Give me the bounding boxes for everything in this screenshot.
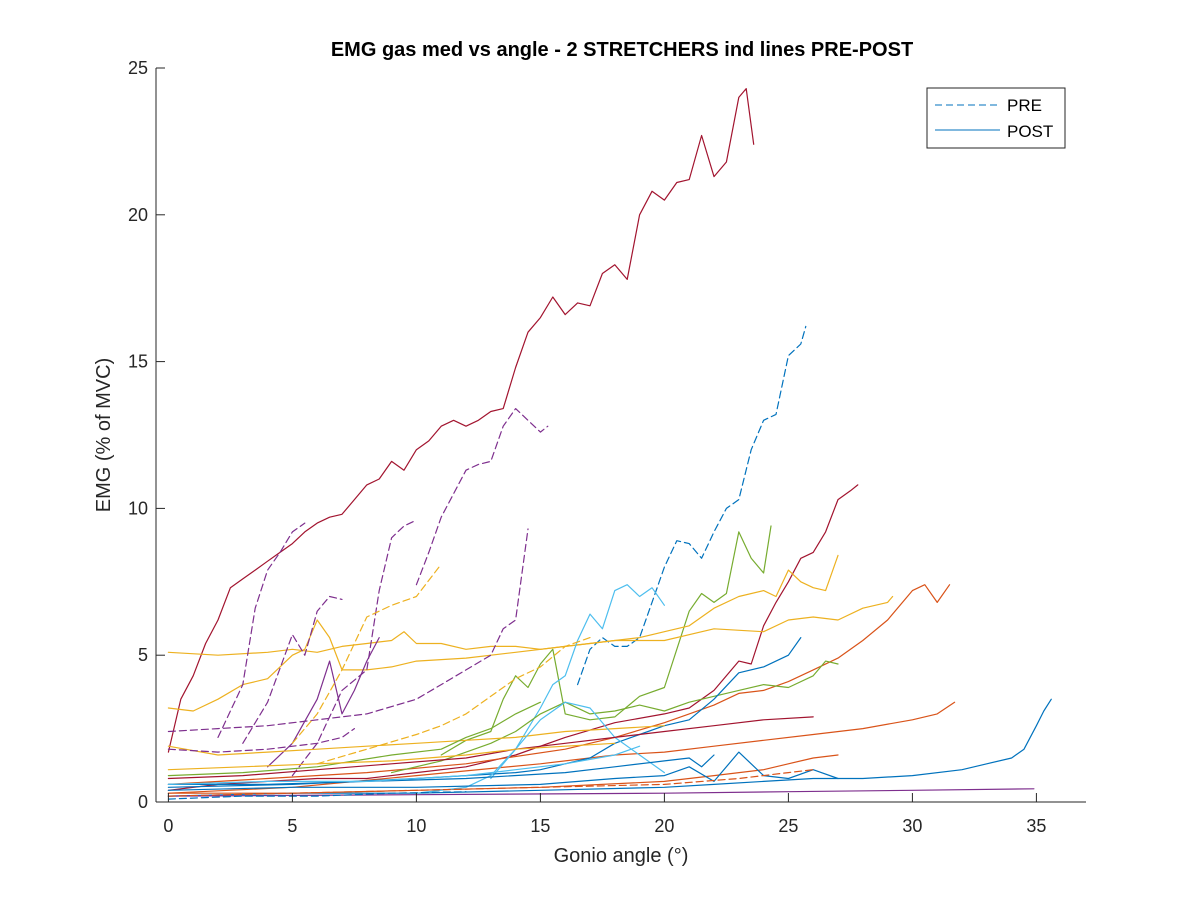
series-line-13: [291, 519, 417, 777]
series-line-11: [217, 522, 306, 738]
x-tick-label: 35: [1026, 816, 1046, 836]
x-tick-label: 30: [902, 816, 922, 836]
y-tick-label: 5: [138, 645, 148, 665]
series-line-12: [242, 595, 343, 744]
x-tick-label: 10: [406, 816, 426, 836]
series-line-27: [167, 751, 839, 791]
series-line-15: [291, 563, 442, 744]
series-line-24: [415, 701, 665, 794]
y-tick-label: 15: [128, 352, 148, 372]
series-line-21: [167, 754, 839, 794]
series-line-25: [167, 754, 715, 785]
y-tick-label: 20: [128, 205, 148, 225]
series-line-10: [167, 528, 529, 733]
series-line-0: [167, 88, 755, 753]
y-tick-label: 0: [138, 792, 148, 812]
x-axis-label: Gonio angle (°): [554, 845, 689, 867]
series-line-30: [167, 791, 467, 800]
y-tick-label: 25: [128, 58, 148, 78]
series-line-8: [167, 701, 956, 794]
series-line-9: [490, 584, 665, 780]
y-axis-label: EMG (% of MVC): [93, 358, 115, 512]
axes: 0 5 10 15 20 25 30 35 0 5 10 15 20 25: [128, 58, 1086, 836]
x-tick-label: 20: [654, 816, 674, 836]
series-line-20: [167, 788, 1035, 797]
series-line-23: [167, 728, 355, 753]
series-line-26: [167, 716, 814, 780]
series-line-1: [577, 325, 807, 686]
series-line-7: [167, 584, 951, 785]
legend-box: [926, 87, 1066, 149]
x-tick-label: 25: [778, 816, 798, 836]
series-line-14: [267, 637, 380, 768]
series-line-17: [391, 660, 839, 774]
series-line-28: [167, 769, 814, 797]
y-tick-label: 10: [128, 498, 148, 518]
series-line-22: [167, 725, 665, 756]
series-line-31: [167, 742, 616, 771]
series-layer: [167, 88, 1052, 800]
series-line-2: [415, 408, 549, 586]
series-line-4: [440, 525, 772, 756]
series-line-29: [167, 701, 541, 777]
legend-label-pre: PRE: [1007, 96, 1042, 115]
series-line-19: [167, 698, 1052, 797]
legend: PRE POST: [926, 87, 1066, 149]
x-tick-label: 5: [287, 816, 297, 836]
series-line-32: [167, 745, 641, 785]
chart-title: EMG gas med vs angle - 2 STRETCHERS ind …: [331, 39, 913, 61]
series-line-6: [167, 595, 894, 712]
series-line-16: [316, 637, 591, 765]
x-tick-label: 15: [530, 816, 550, 836]
x-tick-label: 0: [163, 816, 173, 836]
legend-label-post: POST: [1007, 122, 1053, 141]
